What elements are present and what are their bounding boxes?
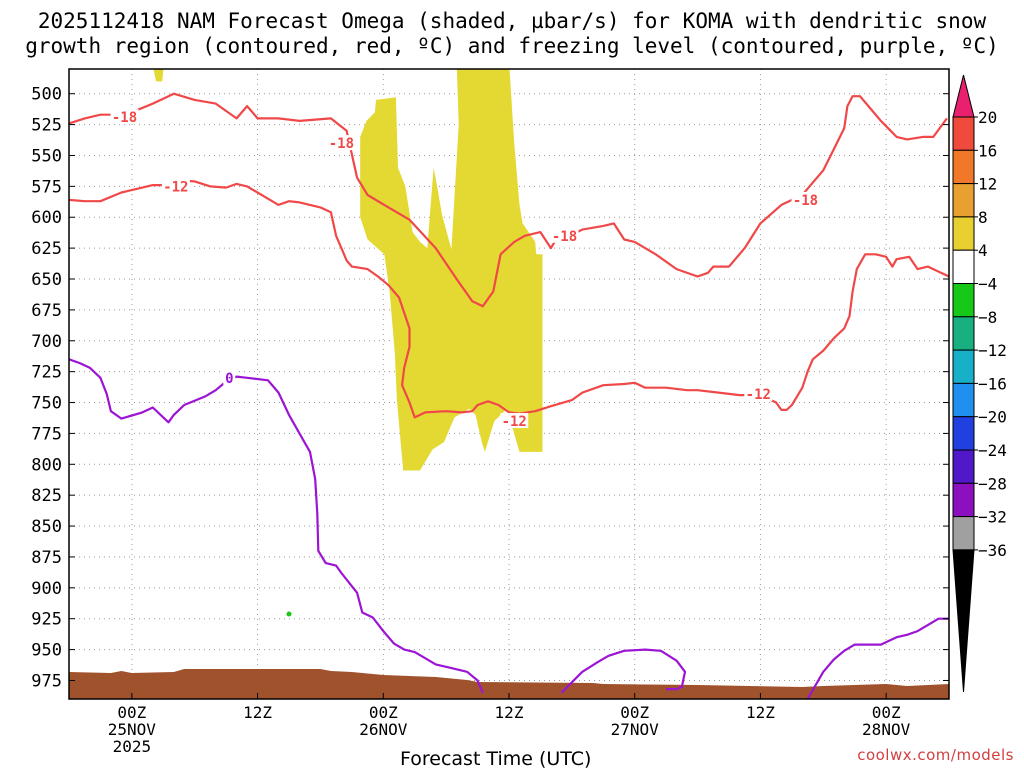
colorbar-label: −12 bbox=[978, 341, 1007, 360]
contour-label: -18 bbox=[793, 193, 818, 209]
colorbar: 20 16 12 8 4 −4 −8 −12 −16 −20 −24 −28 −32 −36 bbox=[952, 74, 1007, 693]
colorbar-label: 4 bbox=[978, 241, 988, 260]
contour-label: -12 bbox=[746, 387, 771, 403]
contour-label-bg bbox=[550, 227, 579, 243]
y-tick-label: 875 bbox=[31, 548, 62, 568]
colorbar-label: 8 bbox=[978, 208, 988, 227]
contour-label-bg bbox=[500, 413, 529, 429]
colorbar-label: −32 bbox=[978, 508, 1007, 527]
isotherm-line bbox=[69, 179, 949, 419]
y-tick-label: 675 bbox=[31, 301, 62, 321]
contour-label: 0 bbox=[225, 371, 233, 387]
y-tick-label: 750 bbox=[31, 394, 62, 414]
colorbar-label: 16 bbox=[978, 141, 997, 160]
y-axis: 500 525 550 575 600 625 650 675 700 725 750 775 800 8… bbox=[31, 85, 949, 691]
y-tick-label: 500 bbox=[31, 85, 62, 105]
isotherm-line bbox=[69, 358, 484, 694]
colorbar-segment bbox=[952, 382, 975, 418]
y-tick-label: 650 bbox=[31, 270, 62, 290]
ground-terrain bbox=[69, 669, 949, 699]
colorbar-label: −16 bbox=[978, 374, 1007, 393]
x-tick-label: 00Z bbox=[369, 703, 398, 722]
y-tick-label: 700 bbox=[31, 332, 62, 352]
contour-label: -18 bbox=[112, 110, 137, 126]
colorbar-segment bbox=[952, 249, 975, 284]
omega-region bbox=[153, 69, 164, 82]
contour-label-bg bbox=[791, 191, 820, 207]
x-tick-year: 2025 bbox=[113, 737, 152, 756]
source-credit: coolwx.com/models bbox=[857, 746, 1014, 764]
y-tick-label: 600 bbox=[31, 208, 62, 228]
contour-label-bg bbox=[110, 109, 139, 125]
contour-label: -12 bbox=[163, 179, 188, 195]
colorbar-label: −20 bbox=[978, 408, 1007, 427]
colorbar-label: −24 bbox=[978, 441, 1007, 460]
y-tick-label: 625 bbox=[31, 239, 62, 259]
x-tick-day: 27NOV bbox=[611, 720, 660, 739]
contour-label: -12 bbox=[502, 414, 527, 430]
contour-label-bg bbox=[161, 178, 190, 194]
colorbar-segment bbox=[952, 283, 975, 318]
isotherm-line bbox=[560, 648, 687, 694]
x-tick-label: 12Z bbox=[746, 703, 775, 722]
colorbar-bottom-arrow bbox=[952, 549, 975, 693]
y-tick-label: 550 bbox=[31, 146, 62, 166]
colorbar-label: −28 bbox=[978, 474, 1007, 493]
colorbar-segment bbox=[952, 449, 975, 484]
colorbar-top-arrow bbox=[952, 74, 975, 118]
colorbar-segment bbox=[952, 316, 975, 351]
contour-label-bg bbox=[744, 385, 773, 401]
isotherm-line bbox=[806, 617, 949, 699]
contour-label: -18 bbox=[552, 229, 577, 245]
y-tick-label: 900 bbox=[31, 579, 62, 599]
x-tick-day: 25NOV bbox=[108, 720, 157, 739]
x-tick-label: 00Z bbox=[117, 703, 146, 722]
contour-label: -18 bbox=[329, 136, 354, 152]
colorbar-segment bbox=[952, 349, 975, 384]
y-tick-label: 525 bbox=[31, 116, 62, 136]
x-tick-label: 12Z bbox=[243, 703, 272, 722]
colorbar-segment bbox=[952, 216, 975, 251]
chart-title-line-2: growth region (contoured, red, ºC) and f… bbox=[25, 34, 999, 58]
y-tick-label: 800 bbox=[31, 455, 62, 475]
colorbar-segment bbox=[952, 416, 975, 451]
x-tick-label: 00Z bbox=[620, 703, 649, 722]
colorbar-segment bbox=[952, 183, 975, 218]
x-axis-title: Forecast Time (UTC) bbox=[400, 748, 592, 770]
y-tick-label: 925 bbox=[31, 610, 62, 630]
omega-minus-4-speck bbox=[286, 611, 292, 617]
chart-title-line-1: 2025112418 NAM Forecast Omega (shaded, µ… bbox=[37, 9, 987, 33]
colorbar-label: 20 bbox=[978, 108, 997, 127]
ground-area bbox=[69, 669, 949, 699]
contour-label-bg bbox=[327, 135, 356, 151]
y-tick-label: 725 bbox=[31, 363, 62, 383]
colorbar-label: −8 bbox=[978, 308, 997, 327]
contour-label-bg bbox=[223, 369, 236, 385]
colorbar-label: −36 bbox=[978, 541, 1007, 560]
colorbar-segment bbox=[952, 116, 975, 151]
x-tick-label: 00Z bbox=[872, 703, 901, 722]
colorbar-segment bbox=[952, 482, 975, 518]
y-tick-label: 950 bbox=[31, 641, 62, 661]
y-tick-label: 825 bbox=[31, 486, 62, 506]
y-tick-label: 575 bbox=[31, 177, 62, 197]
y-tick-label: 775 bbox=[31, 424, 62, 444]
x-tick-label: 12Z bbox=[495, 703, 524, 722]
x-tick-day: 26NOV bbox=[359, 720, 408, 739]
y-tick-label: 975 bbox=[31, 671, 62, 691]
y-tick-label: 850 bbox=[31, 517, 62, 537]
contour-labels: -18 -12 0 -18 -18 -18 -12 -12 bbox=[110, 109, 820, 430]
colorbar-label: −4 bbox=[978, 275, 997, 294]
x-tick-day: 28NOV bbox=[862, 720, 911, 739]
colorbar-segment bbox=[952, 516, 975, 551]
colorbar-segment bbox=[952, 149, 975, 185]
colorbar-label: 12 bbox=[978, 175, 997, 194]
